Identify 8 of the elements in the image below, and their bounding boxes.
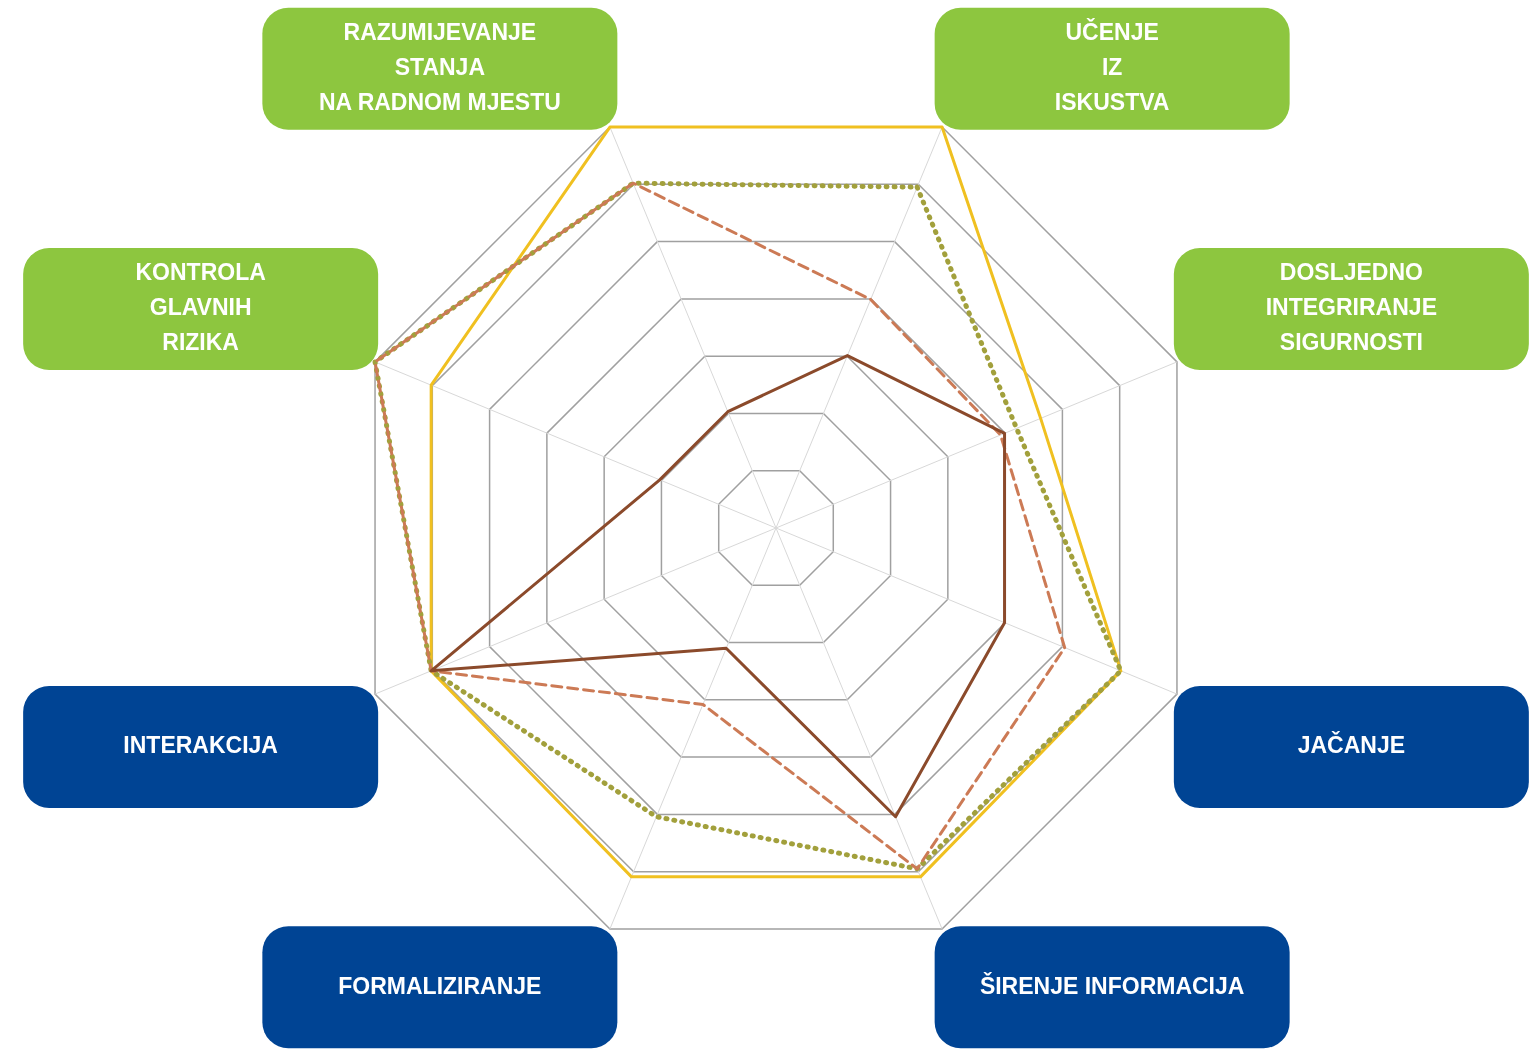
spoke-label: FORMALIZIRANJE bbox=[338, 972, 542, 999]
spoke-label: RAZUMIJEVANJE STANJA NA RADNOM MJESTU bbox=[318, 19, 561, 116]
spoke-label: JAČANJE bbox=[1297, 731, 1406, 759]
spoke-label: DOSLJEDNO INTEGRIRANJE SIGURNOSTI bbox=[1265, 259, 1437, 356]
spoke-label: UČENJE IZ ISKUSTVA bbox=[1054, 18, 1170, 116]
spoke-label: ŠIRENJE INFORMACIJA bbox=[979, 971, 1245, 999]
spoke-label: INTERAKCIJA bbox=[123, 732, 278, 759]
spoke-label: KONTROLA GLAVNIH RIZIKA bbox=[135, 259, 266, 356]
